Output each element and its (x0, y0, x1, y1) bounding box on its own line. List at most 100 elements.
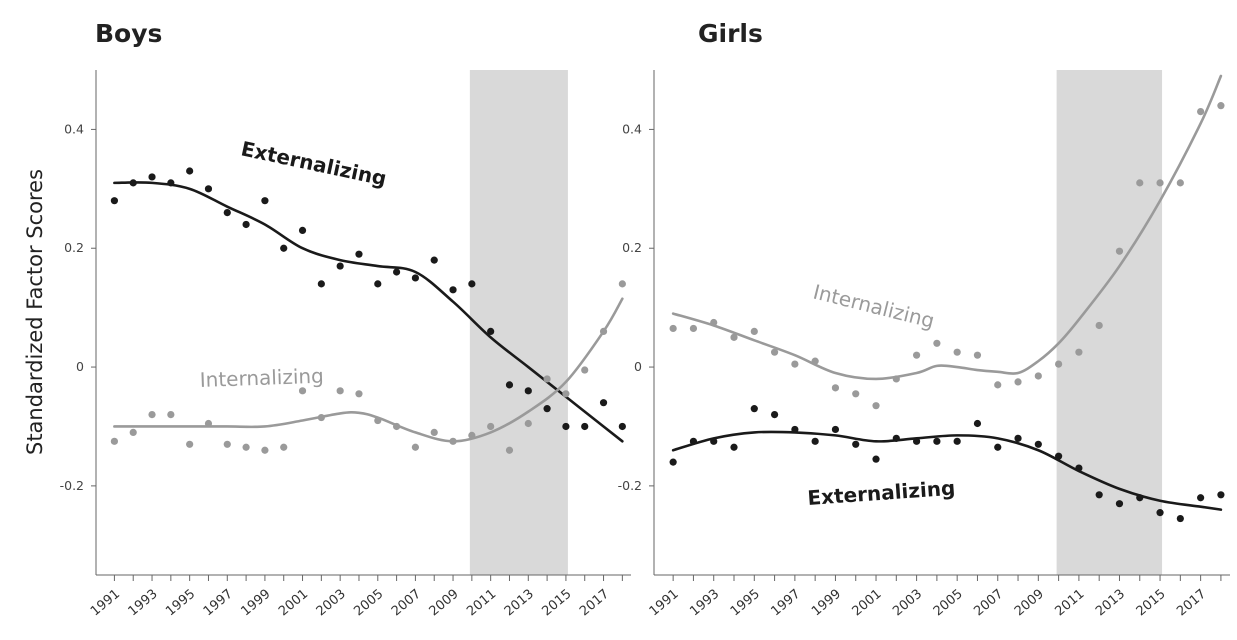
boys-x-tick-label: 1991 (88, 587, 123, 620)
girls-internalizing-point (1136, 179, 1144, 187)
girls-internalizing-point (1075, 348, 1083, 356)
boys-x-tick-label: 2017 (577, 587, 612, 620)
boys-externalizing-point (524, 387, 532, 395)
girls-internalizing-point (1034, 372, 1042, 380)
boys-internalizing-point (374, 416, 382, 425)
girls-internalizing-point (710, 318, 718, 327)
girls-internalizing-point (689, 324, 698, 333)
girls-externalizing-trend-line (671, 430, 1223, 511)
boys-externalizing-point (449, 286, 457, 294)
boys-y-tick-label: -0.2 (60, 478, 84, 493)
girls-x-tick-label: 1997 (768, 587, 803, 620)
girls-internalizing-label: Internalizing (811, 280, 937, 333)
girls-internalizing-point (1156, 179, 1164, 187)
girls-internalizing-point (1055, 360, 1063, 368)
boys-internalizing-point (336, 387, 344, 395)
girls-externalizing-point (892, 434, 900, 442)
boys-x-tick-label: 1993 (126, 587, 161, 620)
boys-internalizing-point (317, 413, 325, 422)
girls-x-tick-label: 1995 (728, 587, 763, 620)
girls-y-tick-label: 0.2 (622, 240, 642, 255)
boys-externalizing-point (430, 256, 438, 264)
girls-externalizing-label: Externalizing (807, 476, 956, 510)
boys-internalizing-point (543, 375, 551, 383)
boys-externalizing-point (129, 179, 137, 187)
girls-internalizing-point (831, 384, 840, 392)
boys-internalizing-point (449, 437, 457, 445)
girls-x-tick-label: 1991 (647, 587, 682, 620)
boys-x-tick-label: 2009 (427, 587, 462, 620)
boys-internalizing-point (129, 428, 137, 437)
boys-externalizing-point (242, 220, 250, 229)
girls-x-tick-label: 2001 (850, 587, 885, 620)
boys-externalizing-point (581, 422, 589, 431)
girls-internalizing-point (791, 360, 799, 368)
girls-externalizing-point (1115, 500, 1124, 508)
girls-externalizing-point (933, 437, 941, 445)
boys-panel-title: Boys (95, 19, 162, 48)
boys-y-tick-label: 0 (76, 359, 84, 374)
girls-x-tick-label: 2009 (1012, 587, 1047, 620)
girls-externalizing-point (831, 425, 840, 434)
girls-internalizing-point (750, 327, 758, 336)
y-axis-label: Standardized Factor Scores (23, 169, 47, 455)
girls-x-tick-label: 2015 (1134, 587, 1169, 620)
girls-externalizing-point (1217, 491, 1225, 499)
boys-internalizing-point (261, 446, 269, 454)
girls-externalizing-point (1034, 440, 1042, 448)
boys-externalizing-point (204, 185, 213, 193)
girls-externalizing-point (1197, 494, 1205, 502)
boys-externalizing-point (317, 280, 325, 288)
girls-externalizing-point (1095, 491, 1103, 499)
boys-internalizing-point (562, 390, 570, 398)
girls-internalizing-point (933, 339, 941, 347)
girls-x-tick-label: 2013 (1093, 587, 1128, 620)
girls-internalizing-point (1197, 107, 1205, 116)
girls-y-tick-label: 0 (634, 359, 642, 374)
girls-internalizing-point (770, 348, 779, 356)
girls-externalizing-point (1075, 464, 1083, 472)
girls-internalizing-point (994, 381, 1002, 389)
girls-externalizing-point (730, 443, 738, 451)
boys-internalizing-point (167, 410, 175, 419)
boys-externalizing-point (468, 280, 476, 288)
girls-internalizing-point (1014, 378, 1022, 386)
boys-externalizing-trend-line (113, 181, 624, 443)
girls-internalizing-point (892, 375, 900, 383)
boys-externalizing-point (148, 173, 156, 181)
girls-externalizing-point (669, 458, 677, 466)
boys-x-tick-label: 2003 (314, 587, 349, 620)
girls-externalizing-point (872, 455, 880, 463)
boys-externalizing-point (223, 208, 231, 217)
boys-externalizing-point (374, 280, 382, 288)
boys-internalizing-point (524, 419, 532, 428)
boys-externalizing-point (280, 244, 288, 252)
boys-internalizing-point (355, 390, 363, 398)
girls-internalizing-point (1217, 102, 1225, 110)
boys-internalizing-point (393, 422, 401, 431)
boys-x-tick-label: 2005 (351, 587, 386, 620)
girls-externalizing-point (1014, 434, 1022, 442)
girls-externalizing-point (912, 437, 921, 445)
boys-shaded-region (469, 70, 568, 575)
boys-y-tick-label: 0.4 (64, 121, 84, 136)
boys-internalizing-point (110, 437, 119, 445)
girls-y-tick-label: -0.2 (618, 478, 642, 493)
boys-x-tick-label: 1999 (238, 587, 273, 620)
girls-internalizing-point (953, 348, 961, 356)
boys-y-tick-label: 0.2 (64, 240, 84, 255)
boys-externalizing-point (167, 179, 175, 187)
boys-externalizing-point (186, 167, 194, 175)
girls-externalizing-point (1055, 452, 1063, 460)
girls-externalizing-point (973, 419, 982, 428)
boys-internalizing-point (298, 387, 307, 395)
girls-internalizing-point (912, 351, 921, 359)
girls-internalizing-point (811, 357, 819, 365)
girls-externalizing-point (811, 437, 819, 445)
boys-internalizing-point (581, 366, 589, 374)
girls-internalizing-point (852, 390, 860, 398)
girls-x-tick-label: 2005 (931, 587, 966, 620)
girls-y-tick-label: 0.4 (622, 121, 642, 136)
boys-externalizing-point (298, 226, 307, 235)
girls-internalizing-trend-line (671, 74, 1223, 381)
